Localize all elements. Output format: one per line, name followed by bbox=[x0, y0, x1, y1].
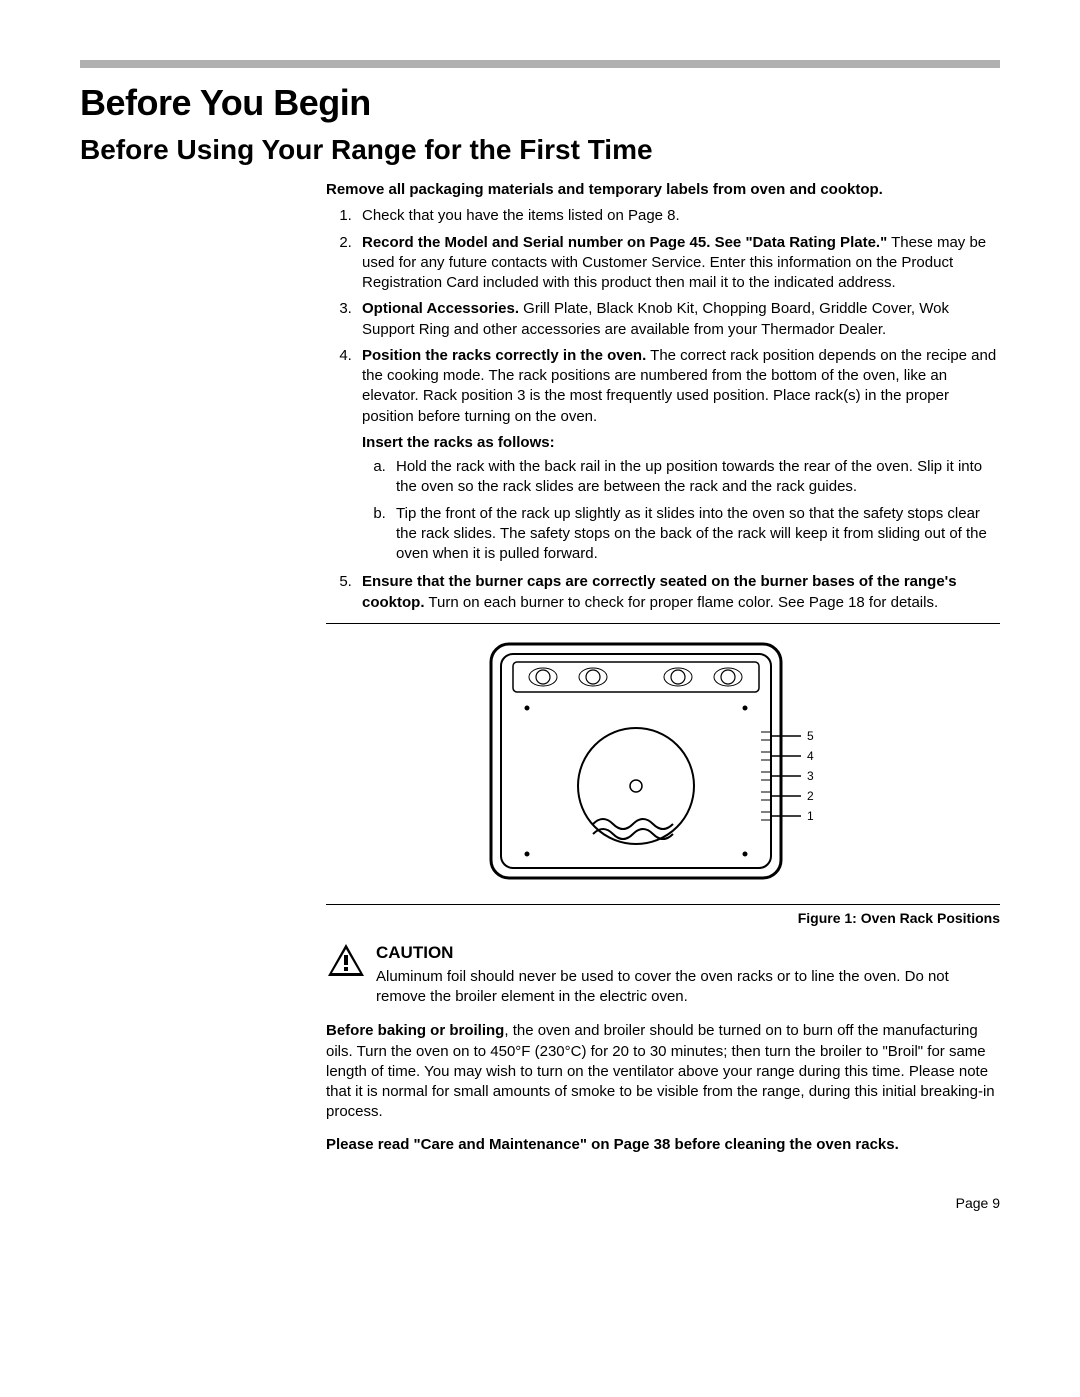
list-text: Turn on each burner to check for proper … bbox=[425, 594, 939, 611]
rack-label-3: 3 bbox=[807, 769, 814, 783]
list-item: Tip the front of the rack up slightly as… bbox=[390, 504, 1000, 565]
list-item: Position the racks correctly in the oven… bbox=[356, 346, 1000, 427]
caution-text: CAUTION Aluminum foil should never be us… bbox=[376, 942, 1000, 1007]
steps-list: Check that you have the items listed on … bbox=[326, 206, 1000, 427]
content-column: Remove all packaging materials and tempo… bbox=[326, 180, 1000, 1155]
para-bold: Before baking or broiling bbox=[326, 1022, 504, 1039]
rack-label-2: 2 bbox=[807, 789, 814, 803]
alpha-list: Hold the rack with the back rail in the … bbox=[326, 457, 1000, 564]
list-text: Check that you have the items listed on … bbox=[362, 207, 680, 224]
paragraph: Before baking or broiling, the oven and … bbox=[326, 1021, 1000, 1122]
steps-list-cont: Ensure that the burner caps are correctl… bbox=[326, 572, 1000, 613]
warning-icon bbox=[326, 942, 370, 984]
page-number: Page 9 bbox=[80, 1195, 1000, 1211]
caution-body: Aluminum foil should never be used to co… bbox=[376, 967, 1000, 1008]
list-bold: Optional Accessories. bbox=[362, 300, 519, 317]
figure-caption: Figure 1: Oven Rack Positions bbox=[326, 909, 1000, 928]
rack-label-4: 4 bbox=[807, 749, 814, 763]
list-text: Tip the front of the rack up slightly as… bbox=[396, 505, 987, 563]
insert-racks-heading: Insert the racks as follows: bbox=[362, 433, 1000, 453]
caution-block: CAUTION Aluminum foil should never be us… bbox=[326, 942, 1000, 1007]
section-title: Before Using Your Range for the First Ti… bbox=[80, 134, 1000, 166]
caution-title: CAUTION bbox=[376, 942, 1000, 965]
list-text: Hold the rack with the back rail in the … bbox=[396, 458, 982, 495]
list-item: Ensure that the burner caps are correctl… bbox=[356, 572, 1000, 613]
rack-label-1: 1 bbox=[807, 809, 814, 823]
list-item: Check that you have the items listed on … bbox=[356, 206, 1000, 226]
list-bold: Record the Model and Serial number on Pa… bbox=[362, 234, 887, 251]
top-rule bbox=[80, 60, 1000, 68]
list-bold: Position the racks correctly in the oven… bbox=[362, 347, 646, 364]
list-item: Record the Model and Serial number on Pa… bbox=[356, 233, 1000, 294]
paragraph-bold: Please read "Care and Maintenance" on Pa… bbox=[326, 1135, 1000, 1155]
rack-label-5: 5 bbox=[807, 729, 814, 743]
page-title: Before You Begin bbox=[80, 82, 1000, 124]
list-item: Hold the rack with the back rail in the … bbox=[390, 457, 1000, 498]
list-item: Optional Accessories. Grill Plate, Black… bbox=[356, 299, 1000, 340]
figure-block: 5 4 3 2 1 bbox=[326, 623, 1000, 905]
oven-rack-diagram-icon: 5 4 3 2 1 bbox=[483, 636, 843, 886]
intro-line: Remove all packaging materials and tempo… bbox=[326, 180, 1000, 200]
